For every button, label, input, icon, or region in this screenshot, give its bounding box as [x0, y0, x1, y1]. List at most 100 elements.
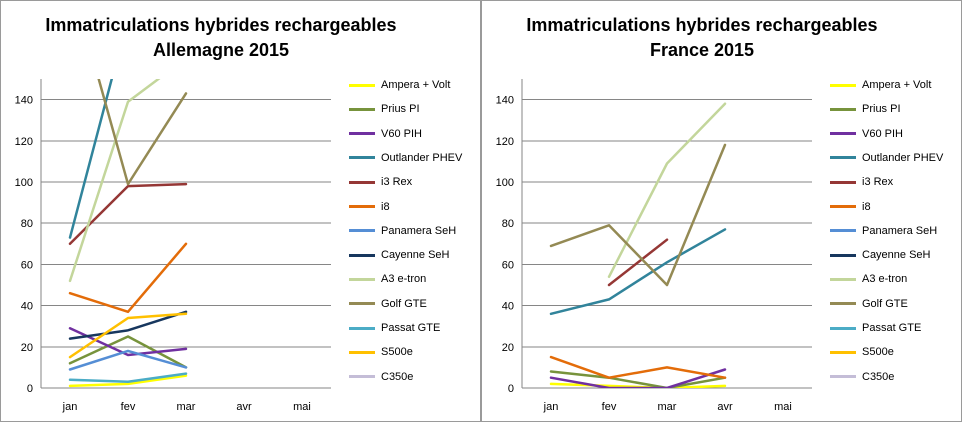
- y-tick-label: 100: [496, 177, 514, 189]
- series-line-i3-rex: [607, 238, 669, 287]
- chart-title-line1: Immatriculations hybrides rechargeables: [526, 15, 878, 35]
- x-tick-label: mar: [177, 401, 196, 413]
- series-line-v60-pih: [549, 368, 727, 388]
- legend-item: Cayenne SeH: [830, 245, 931, 265]
- legend-swatch: [830, 277, 856, 281]
- chart-title-line2: France 2015: [649, 40, 755, 60]
- legend-swatch: [349, 107, 375, 111]
- x-tick-label: mai: [293, 401, 311, 413]
- line-chart-france: 0 20 40 60 80 100 120 140 jan fev mar avr mai: [496, 79, 812, 413]
- legend-item: Prius PI: [830, 99, 901, 119]
- legend-label: C350e: [381, 370, 414, 383]
- legend-swatch: [830, 205, 856, 208]
- legend-swatch: [349, 277, 375, 281]
- legend-item: Ampera + Volt: [830, 75, 931, 95]
- legend-label: Passat GTE: [381, 322, 441, 334]
- legend-label: i3 Rex: [381, 176, 413, 189]
- legend-label: i8: [381, 200, 390, 213]
- series-line-cayenne-seh: [68, 310, 188, 340]
- y-tick-label: 20: [502, 342, 514, 354]
- y-tick-label: 60: [502, 259, 514, 271]
- legend-label: Golf GTE: [381, 297, 427, 310]
- legend-label: Prius PI: [862, 103, 901, 116]
- legend-swatch: [830, 156, 856, 160]
- legend-swatch: [830, 180, 856, 184]
- y-tick-label: 0: [508, 383, 514, 395]
- legend-item: V60 PIH: [830, 124, 903, 144]
- legend-swatch: [349, 229, 375, 233]
- legend-item: Cayenne SeH: [349, 245, 450, 265]
- legend-item: A3 e-tron: [830, 269, 907, 289]
- series-line-s500e: [68, 312, 188, 359]
- legend-item: Outlander PHEV: [349, 148, 462, 168]
- legend-swatch: [830, 326, 856, 330]
- legend-label: Outlander PHEV: [862, 151, 944, 164]
- y-tick-label: 40: [502, 301, 514, 313]
- y-tick-label: 40: [21, 301, 33, 313]
- legend-swatch: [349, 132, 375, 136]
- legend-swatch: [830, 229, 856, 233]
- legend-label: V60 PIH: [381, 127, 422, 140]
- legend-swatch: [830, 350, 856, 354]
- y-tick-label: 80: [502, 218, 514, 230]
- legend-swatch: [349, 205, 375, 208]
- legend-label: Ampera + Volt: [381, 79, 451, 91]
- series-line-outlander-phev: [549, 228, 727, 316]
- series-line-golf-gte: [549, 143, 727, 287]
- x-tick-label: fev: [121, 401, 136, 413]
- legend-item: i8: [349, 197, 390, 217]
- legend-label: Panamera SeH: [862, 224, 938, 237]
- y-tick-label: 0: [27, 383, 33, 395]
- legend-label: Cayenne SeH: [381, 249, 450, 262]
- legend-item: Ampera + Volt: [349, 75, 450, 95]
- y-tick-label: 120: [496, 136, 514, 148]
- series-line-outlander-phev: [68, 79, 114, 239]
- legend-item: Passat GTE: [830, 318, 921, 338]
- legend-swatch: [830, 132, 856, 136]
- series-line-panamera-seh: [68, 349, 188, 371]
- legend-label: S500e: [381, 346, 413, 359]
- legend-swatch: [349, 375, 375, 379]
- line-chart-germany: 0 20 40 60 80 100 120 140 jan fev mar avr mai: [15, 79, 331, 413]
- series-line-prius-pi: [68, 335, 188, 369]
- series-line-passat-gte: [68, 372, 188, 384]
- legend-swatch: [349, 326, 375, 330]
- x-tick-label: fev: [602, 401, 617, 413]
- y-tick-label: 100: [15, 177, 33, 189]
- legend-swatch: [349, 350, 375, 354]
- legend-item: Golf GTE: [830, 294, 908, 314]
- chart-title-line2: Allemagne 2015: [152, 40, 290, 60]
- legend-swatch: [349, 156, 375, 160]
- legend-swatch: [830, 253, 856, 257]
- x-tick-label: jan: [62, 401, 78, 413]
- legend-item: V60 PIH: [349, 124, 422, 144]
- legend-label: S500e: [862, 346, 894, 359]
- legend-item: Golf GTE: [349, 294, 427, 314]
- legend-label: A3 e-tron: [862, 273, 908, 286]
- y-tick-label: 20: [21, 342, 33, 354]
- chart-title: Immatriculations hybrides rechargeables …: [482, 13, 922, 63]
- legend-swatch: [349, 253, 375, 257]
- legend-swatch: [830, 302, 856, 306]
- legend-item: i3 Rex: [830, 172, 893, 192]
- legend-label: V60 PIH: [862, 127, 903, 140]
- legend-label: Ampera + Volt: [862, 79, 932, 91]
- legend-item: Panamera SeH: [830, 221, 937, 241]
- y-tick-label: 60: [21, 259, 33, 271]
- legend-swatch: [349, 83, 375, 87]
- series-line-prius-pi: [549, 370, 727, 388]
- legend-item: i3 Rex: [349, 172, 412, 192]
- chart-panel-germany: Immatriculations hybrides rechargeables …: [0, 0, 481, 422]
- legend-label: i8: [862, 200, 871, 213]
- series-line-i3-rex: [68, 182, 188, 246]
- legend-label: Passat GTE: [862, 322, 922, 334]
- x-tick-label: avr: [717, 401, 733, 413]
- series-line-ampera-volt: [68, 374, 188, 388]
- y-tick-label: 80: [21, 218, 33, 230]
- legend-swatch: [830, 107, 856, 111]
- legend-label: Cayenne SeH: [862, 249, 931, 262]
- legend-item: Panamera SeH: [349, 221, 456, 241]
- legend-item: S500e: [349, 342, 413, 362]
- series-line-v60-pih: [68, 327, 188, 357]
- x-tick-label: avr: [236, 401, 252, 413]
